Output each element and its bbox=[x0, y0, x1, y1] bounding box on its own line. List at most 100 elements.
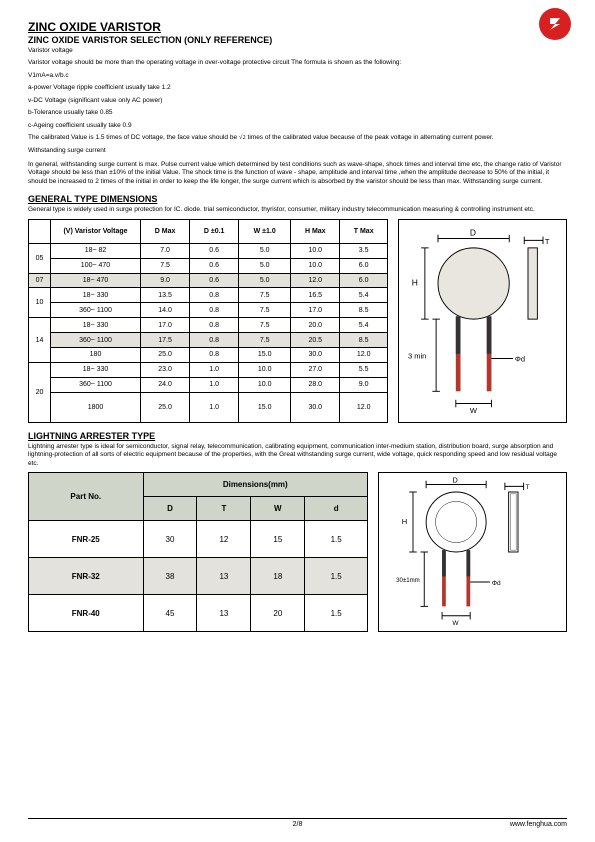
t1-cell: 15.0 bbox=[239, 392, 291, 422]
t1-cell: 30.0 bbox=[291, 392, 340, 422]
t2-cell: 18 bbox=[251, 558, 305, 595]
formula-line: V1mA=a.v/b.c bbox=[28, 72, 567, 80]
t1-cell: 0.8 bbox=[190, 303, 239, 318]
diagram-label-h: H bbox=[411, 277, 417, 287]
t1-cell: 13.5 bbox=[141, 288, 190, 303]
diagram2-label-lead: 30±1mm bbox=[396, 577, 420, 584]
t1-cell: 1800 bbox=[51, 392, 141, 422]
intro-p1: Varistor voltage should be more than the… bbox=[28, 59, 567, 67]
t1-cell: 7.5 bbox=[239, 318, 291, 333]
t1-cell: 27.0 bbox=[291, 362, 340, 377]
t1-cell: 3.5 bbox=[340, 243, 388, 258]
t1-cell: 7.5 bbox=[141, 258, 190, 273]
table-row: 360~ 110017.50.87.520.58.5 bbox=[29, 333, 388, 348]
diagram2-label-w: W bbox=[452, 620, 459, 627]
t1-header: H Max bbox=[291, 219, 340, 243]
t1-cell: 5.4 bbox=[340, 318, 388, 333]
t2-cell: 15 bbox=[251, 521, 305, 558]
table-row: FNR-253012151.5 bbox=[29, 521, 368, 558]
t2-cell: 13 bbox=[197, 595, 251, 632]
withstand-label: Withstanding surge current bbox=[28, 147, 567, 155]
t2-cell: 12 bbox=[197, 521, 251, 558]
t1-cell: 18~ 330 bbox=[51, 362, 141, 377]
t2-header-dim: Dimensions(mm) bbox=[143, 473, 367, 497]
coef-b: b-Tolerance usually take 0.85 bbox=[28, 109, 567, 117]
t1-cell: 1.0 bbox=[190, 362, 239, 377]
t2-cell: 45 bbox=[143, 595, 197, 632]
page-number: 2/8 bbox=[208, 821, 388, 828]
t1-cell: 10.0 bbox=[239, 362, 291, 377]
diagram-label-w: W bbox=[469, 406, 477, 415]
t2-cell: 30 bbox=[143, 521, 197, 558]
t1-cell: 30.0 bbox=[291, 348, 340, 363]
table-row: 18025.00.815.030.012.0 bbox=[29, 348, 388, 363]
coef-v: v-DC Voltage (significant value only AC … bbox=[28, 97, 567, 105]
t1-cell: 18~ 82 bbox=[51, 243, 141, 258]
t2-partno: FNR-40 bbox=[29, 595, 144, 632]
diagram2-label-t: T bbox=[525, 484, 529, 491]
table-row: 1418~ 33017.00.87.520.05.4 bbox=[29, 318, 388, 333]
t2-cell: 1.5 bbox=[305, 558, 368, 595]
t1-cell: 0.8 bbox=[190, 348, 239, 363]
t2-cell: 20 bbox=[251, 595, 305, 632]
section-lightning-title: LIGHTNING ARRESTER TYPE bbox=[28, 431, 567, 441]
t1-cell: 360~ 1100 bbox=[51, 377, 141, 392]
diagram2-label-h: H bbox=[401, 517, 406, 526]
page-title: ZINC OXIDE VARISTOR bbox=[28, 20, 567, 34]
table-row: 2018~ 33023.01.010.027.05.5 bbox=[29, 362, 388, 377]
t1-cell: 6.0 bbox=[340, 273, 388, 288]
diagram2-label-d: D bbox=[452, 477, 458, 485]
t1-group-label: 10 bbox=[29, 288, 51, 318]
t1-cell: 10.0 bbox=[239, 377, 291, 392]
t1-header: D Max bbox=[141, 219, 190, 243]
t2-partno: FNR-25 bbox=[29, 521, 144, 558]
t1-cell: 1.0 bbox=[190, 392, 239, 422]
t1-cell: 6.0 bbox=[340, 258, 388, 273]
t1-cell: 23.0 bbox=[141, 362, 190, 377]
t1-cell: 16.5 bbox=[291, 288, 340, 303]
t1-cell: 17.0 bbox=[141, 318, 190, 333]
t1-cell: 17.0 bbox=[291, 303, 340, 318]
t1-group-label: 14 bbox=[29, 318, 51, 363]
t1-cell: 20.0 bbox=[291, 318, 340, 333]
brand-logo bbox=[539, 8, 571, 40]
t1-cell: 12.0 bbox=[340, 348, 388, 363]
t1-header: D ±0.1 bbox=[190, 219, 239, 243]
t2-col-header: W bbox=[251, 497, 305, 521]
page-subtitle: ZINC OXIDE VARISTOR SELECTION (ONLY REFE… bbox=[28, 35, 567, 45]
table-row: 360~ 110024.01.010.028.09.0 bbox=[29, 377, 388, 392]
coef-a: a-power Voltage ripple coefficient usual… bbox=[28, 84, 567, 92]
table-row: 360~ 110014.00.87.517.08.5 bbox=[29, 303, 388, 318]
t2-header-partno: Part No. bbox=[29, 473, 144, 521]
t1-header: T Max bbox=[340, 219, 388, 243]
t1-cell: 100~ 470 bbox=[51, 258, 141, 273]
calibrated-note-b: times of the calibrated value because of… bbox=[246, 134, 494, 141]
t1-cell: 0.8 bbox=[190, 288, 239, 303]
t1-cell: 9.0 bbox=[141, 273, 190, 288]
t1-cell: 1.0 bbox=[190, 377, 239, 392]
t1-cell: 10.0 bbox=[291, 243, 340, 258]
t1-cell: 15.0 bbox=[239, 348, 291, 363]
t1-cell: 25.0 bbox=[141, 348, 190, 363]
calibrated-note-a: The calibrated Value is 1.5 times of DC … bbox=[28, 134, 239, 141]
diagram-label-phi: Φd bbox=[514, 354, 524, 363]
t2-col-header: d bbox=[305, 497, 368, 521]
section-lightning-desc: Lightning arrester type is ideal for sem… bbox=[28, 443, 567, 468]
t2-cell: 13 bbox=[197, 558, 251, 595]
table-row: 0518~ 827.00.65.010.03.5 bbox=[29, 243, 388, 258]
diagram2-label-phi: Φd bbox=[491, 580, 500, 587]
t1-cell: 18~ 330 bbox=[51, 318, 141, 333]
diagram-label-lead: 3 min bbox=[408, 351, 426, 360]
t1-cell: 0.8 bbox=[190, 318, 239, 333]
t1-group-label: 07 bbox=[29, 273, 51, 288]
t1-cell: 28.0 bbox=[291, 377, 340, 392]
varistor-voltage-label: Varistor voltage bbox=[28, 47, 567, 55]
t2-cell: 38 bbox=[143, 558, 197, 595]
t1-cell: 5.4 bbox=[340, 288, 388, 303]
t1-group-label: 05 bbox=[29, 243, 51, 273]
table-row: FNR-404513201.5 bbox=[29, 595, 368, 632]
t1-cell: 5.5 bbox=[340, 362, 388, 377]
t1-cell: 25.0 bbox=[141, 392, 190, 422]
table-row: 0718~ 4709.00.65.012.06.0 bbox=[29, 273, 388, 288]
t2-cell: 1.5 bbox=[305, 595, 368, 632]
